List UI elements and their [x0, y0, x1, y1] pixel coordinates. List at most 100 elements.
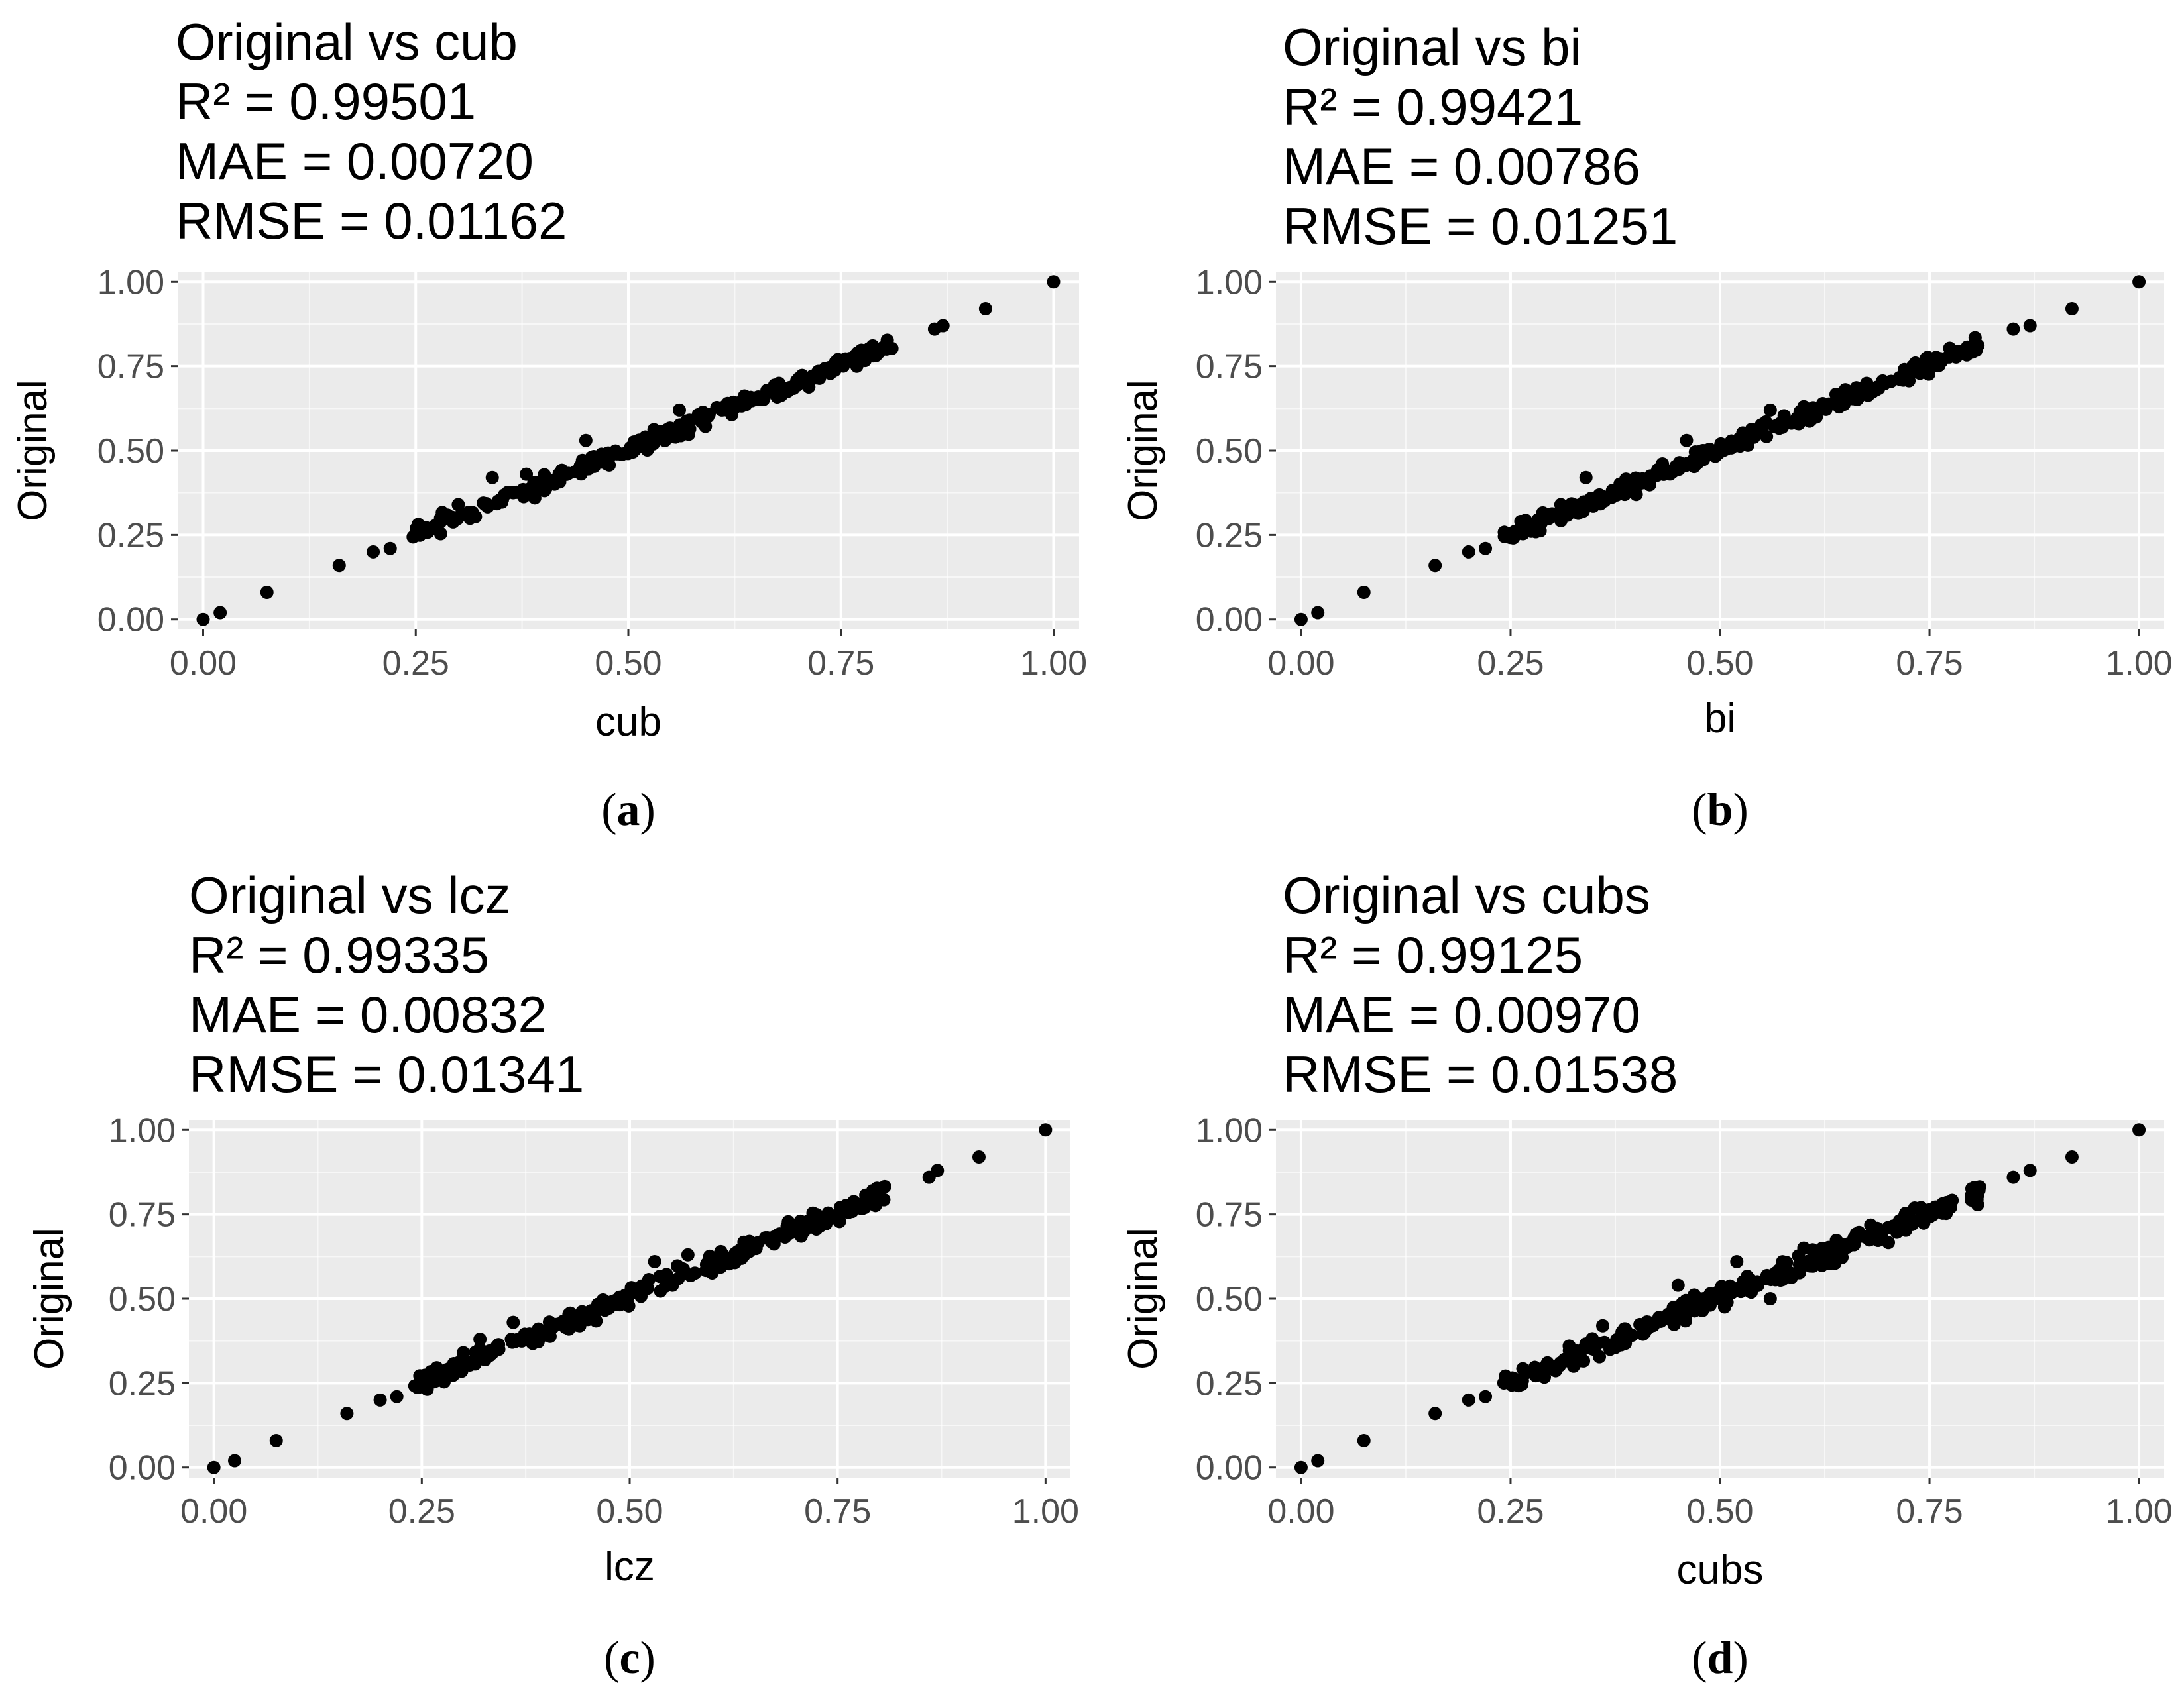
caption-close-paren: ) — [640, 1633, 656, 1684]
data-point — [1764, 1273, 1778, 1287]
data-point — [579, 433, 593, 447]
chart-title: Original vs bi — [1283, 18, 1581, 76]
data-point — [269, 1433, 283, 1447]
data-point — [672, 403, 686, 417]
data-point — [597, 1296, 610, 1310]
data-point — [628, 1284, 642, 1297]
data-point — [1638, 1320, 1652, 1334]
data-point — [491, 494, 505, 508]
data-point — [589, 1314, 603, 1328]
caption-open-paren: ( — [1692, 1633, 1707, 1684]
data-point — [1784, 1270, 1798, 1284]
data-points — [207, 1123, 1053, 1474]
data-point — [1670, 460, 1684, 474]
data-point — [616, 1292, 630, 1306]
data-point — [1564, 1351, 1578, 1365]
mae-stat: MAE = 0.00786 — [1283, 137, 1640, 195]
data-point — [1311, 1454, 1325, 1468]
data-point — [332, 559, 346, 573]
x-tick-label: 0.25 — [1477, 644, 1544, 683]
data-point — [1680, 433, 1694, 447]
r2-stat: R² = 0.99335 — [189, 926, 489, 984]
data-point — [2132, 1123, 2146, 1137]
data-point — [373, 1393, 387, 1407]
data-point — [1730, 1282, 1744, 1295]
data-point — [383, 541, 397, 555]
data-point — [1596, 1319, 1610, 1333]
data-point — [504, 1333, 518, 1346]
data-point — [1517, 1364, 1531, 1378]
r2-stat: R² = 0.99421 — [1283, 78, 1583, 136]
data-point — [408, 1379, 422, 1393]
data-point — [783, 380, 797, 394]
data-point — [868, 347, 882, 360]
data-point — [1294, 1460, 1308, 1474]
y-axis-title: Original — [1120, 380, 1166, 521]
data-point — [794, 1229, 808, 1243]
caption-open-paren: ( — [601, 785, 616, 836]
caption-letter: c — [619, 1633, 640, 1684]
data-point — [1651, 463, 1665, 476]
data-point — [520, 467, 534, 481]
data-point — [1776, 1255, 1790, 1269]
data-point — [1593, 1350, 1607, 1364]
data-point — [1537, 1366, 1551, 1380]
y-tick-label: 1.00 — [109, 1111, 176, 1150]
data-point — [1479, 541, 1493, 555]
y-tick-label: 0.00 — [97, 601, 164, 639]
data-point — [1745, 425, 1758, 439]
data-point — [420, 1368, 434, 1382]
data-point — [1577, 1354, 1591, 1368]
y-tick-label: 0.00 — [1196, 601, 1263, 639]
data-point — [228, 1454, 242, 1468]
y-tick-label: 0.50 — [1196, 432, 1263, 470]
data-point — [2132, 275, 2146, 289]
data-point — [774, 380, 787, 394]
data-point — [1462, 1393, 1475, 1407]
data-point — [1802, 410, 1815, 424]
data-point — [540, 480, 553, 494]
data-point — [367, 545, 380, 559]
data-point — [1294, 612, 1308, 626]
data-point — [1806, 1259, 1820, 1273]
x-tick-label: 0.00 — [1267, 1492, 1334, 1531]
y-axis-title: Original — [10, 380, 56, 521]
caption-close-paren: ) — [1733, 1633, 1748, 1684]
x-tick-label: 0.50 — [1686, 644, 1753, 683]
x-axis-title: lcz — [604, 1544, 655, 1590]
data-point — [758, 390, 772, 404]
data-point — [1462, 545, 1475, 559]
data-point — [528, 491, 542, 505]
data-point — [412, 526, 426, 540]
data-point — [2006, 1170, 2020, 1184]
data-point — [1692, 449, 1705, 463]
y-tick-label: 0.00 — [1196, 1449, 1263, 1488]
data-point — [799, 372, 813, 386]
data-point — [457, 1346, 471, 1360]
chart-title: Original vs cubs — [1283, 866, 1650, 924]
panel-caption: (a) — [601, 785, 656, 836]
data-point — [1775, 420, 1789, 434]
data-point — [471, 1349, 485, 1363]
data-point — [813, 371, 827, 385]
y-tick-label: 0.50 — [1196, 1280, 1263, 1319]
data-point — [531, 1335, 545, 1349]
data-point — [1730, 1254, 1744, 1268]
data-point — [1792, 417, 1806, 431]
r2-stat: R² = 0.99125 — [1283, 926, 1583, 984]
data-point — [2023, 1164, 2037, 1177]
rmse-stat: RMSE = 0.01251 — [1283, 197, 1678, 255]
data-point — [1039, 1123, 1053, 1137]
data-point — [640, 1280, 654, 1294]
data-point — [1956, 346, 1970, 360]
data-point — [515, 1334, 529, 1348]
data-point — [1671, 1278, 1685, 1292]
data-point — [1704, 447, 1718, 461]
mae-stat: MAE = 0.00832 — [189, 985, 547, 1044]
data-point — [1751, 1275, 1764, 1289]
data-point — [707, 1251, 721, 1265]
x-tick-label: 0.75 — [804, 1492, 871, 1531]
